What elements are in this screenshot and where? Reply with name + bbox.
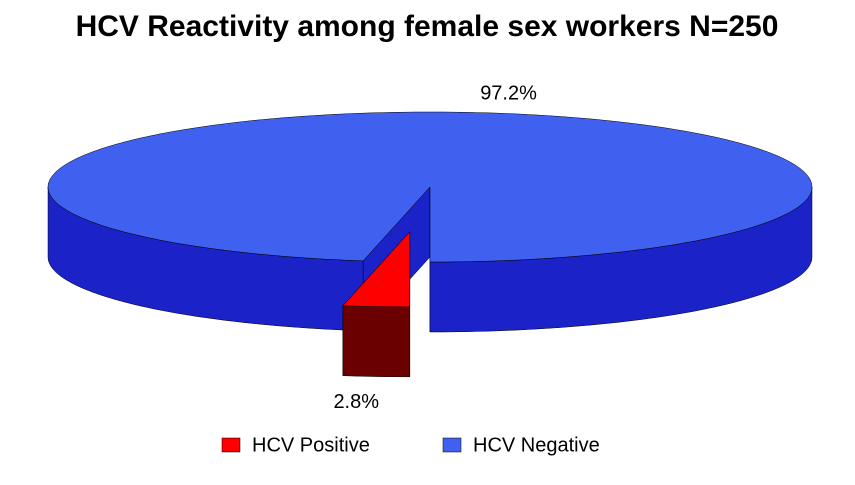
slice-side bbox=[342, 305, 411, 378]
slice bbox=[342, 231, 411, 308]
legend-swatch bbox=[221, 437, 241, 453]
legend-swatch bbox=[442, 437, 462, 453]
slice bbox=[47, 111, 813, 263]
data-label: 2.8% bbox=[333, 391, 379, 413]
chart-title: HCV Reactivity among female sex workers … bbox=[76, 10, 779, 43]
data-label: 97.2% bbox=[480, 82, 537, 104]
legend-label: HCV Negative bbox=[473, 434, 600, 456]
legend-label: HCV Positive bbox=[252, 434, 370, 456]
